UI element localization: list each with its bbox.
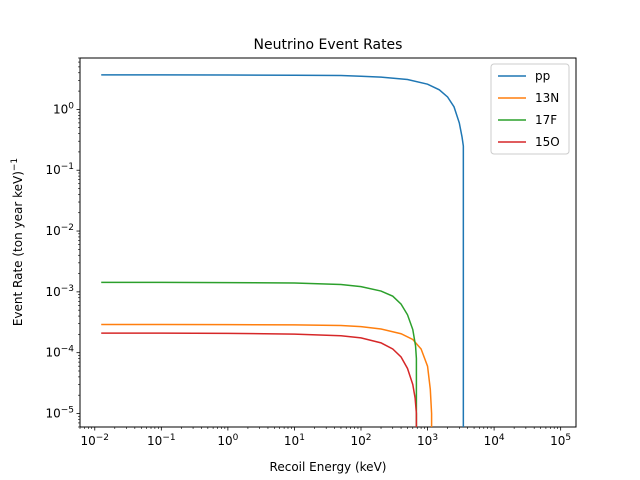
x-tick-label: 10−1 (147, 433, 176, 448)
legend-label-17F: 17F (535, 113, 557, 127)
y-tick-label: 10−2 (45, 223, 74, 238)
x-tick-label: 104 (484, 433, 505, 448)
y-tick-label: 10−1 (45, 162, 74, 177)
legend-label-pp: pp (535, 69, 550, 83)
legend-label-15O: 15O (535, 135, 560, 149)
y-axis-label: Event Rate (ton year keV)−1 (10, 158, 25, 326)
series-line-pp (101, 74, 465, 427)
legend-box (490, 63, 570, 155)
y-axis-label-exponent: −1 (10, 158, 20, 171)
x-tick-label: 10−2 (80, 433, 109, 448)
chart-title: Neutrino Event Rates (254, 37, 403, 53)
y-axis-label-main: Event Rate (ton year keV) (11, 171, 25, 326)
legend-label-13N: 13N (535, 91, 559, 105)
y-axis-ticks: 10−5 10−4 10−3 10−2 10−1 100 (45, 57, 80, 428)
series-line-13N (101, 323, 433, 427)
x-tick-label: 100 (217, 433, 238, 448)
plot-frame (79, 57, 577, 428)
y-tick-label: 10−4 (45, 345, 74, 360)
x-tick-label: 101 (284, 433, 305, 448)
series-layer (101, 74, 465, 427)
legend: pp 13N 17F 15O (490, 63, 570, 155)
plot-area (79, 57, 577, 428)
series-line-15O (101, 332, 418, 427)
x-axis-label: Recoil Energy (keV) (270, 460, 387, 474)
y-tick-label: 100 (53, 101, 74, 116)
x-tick-label: 102 (350, 433, 371, 448)
y-tick-label: 10−5 (45, 406, 74, 421)
series-line-17F (101, 281, 418, 427)
x-axis-ticks: 10−2 10−1 100 101 102 103 104 105 (79, 427, 571, 448)
y-axis-label-group: Event Rate (ton year keV)−1 (10, 158, 25, 326)
y-tick-label: 10−3 (45, 284, 74, 299)
x-tick-label: 103 (417, 433, 438, 448)
x-tick-label: 105 (550, 433, 571, 448)
